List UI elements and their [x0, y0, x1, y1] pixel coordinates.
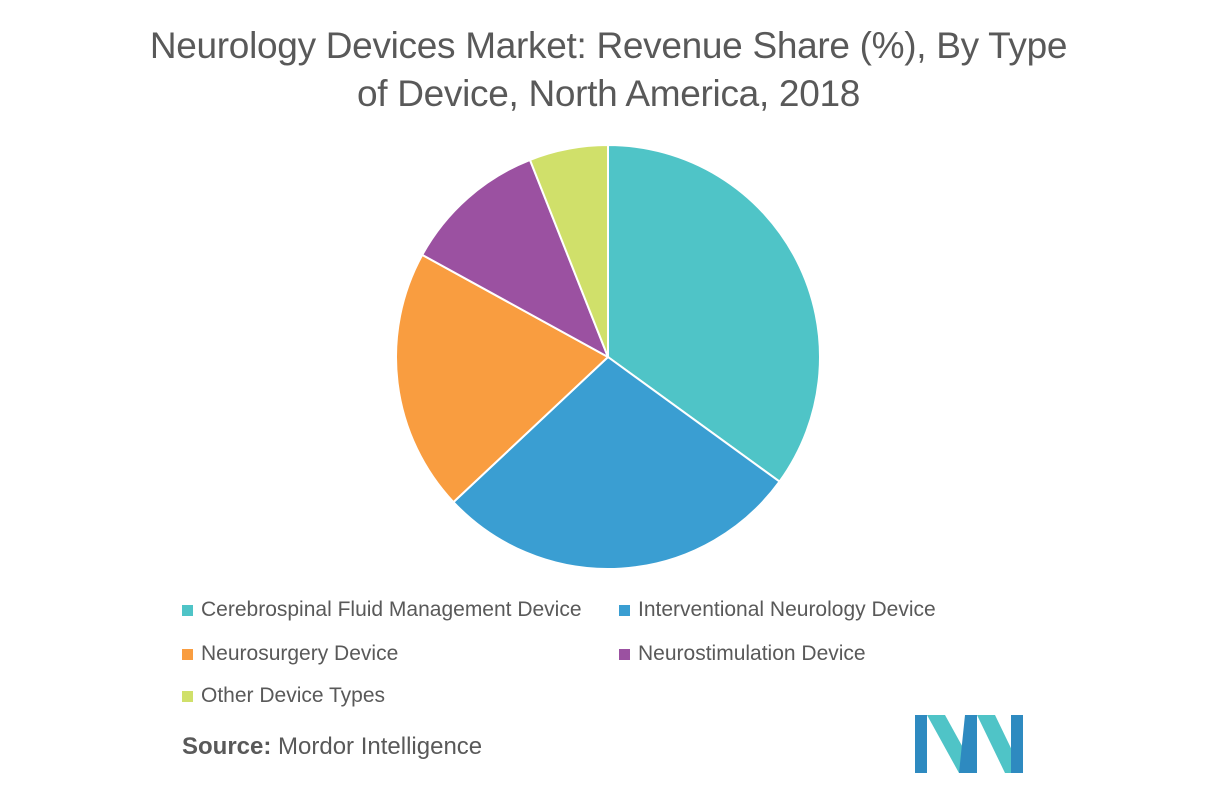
legend-item-neurostimulation: Neurostimulation Device — [619, 642, 866, 666]
legend-swatch — [619, 604, 630, 616]
logo-right-stroke — [1011, 715, 1023, 773]
legend-swatch — [182, 604, 193, 616]
chart-title-line-1: Neurology Devices Market: Revenue Share … — [149, 25, 1068, 66]
legend-label: Other Device Types — [201, 684, 386, 707]
slice-neurosurgery — [395, 253, 610, 504]
source-text: Mordor Intelligence — [271, 733, 483, 760]
slice-interventional — [452, 355, 781, 570]
slice-other — [528, 143, 609, 358]
logo-left-stroke — [915, 715, 927, 773]
chart-title-line-2: of Device, North America, 2018 — [356, 73, 861, 114]
legend-item-cerebrospinal: Cerebrospinal Fluid Management Device — [182, 598, 582, 622]
legend-swatch — [182, 648, 193, 660]
legend-label: Neurosurgery Device — [201, 642, 399, 665]
legend-swatch — [182, 690, 193, 702]
legend-label: Neurostimulation Device — [638, 642, 866, 665]
slice-cerebrospinal — [607, 143, 821, 484]
pie-chart — [395, 143, 821, 570]
legend-swatch — [619, 648, 630, 660]
legend-item-interventional: Interventional Neurology Device — [619, 598, 936, 622]
mordor-intelligence-logo — [915, 715, 1023, 773]
legend-label: Interventional Neurology Device — [638, 598, 936, 621]
source-note: Source: Mordor Intelligence — [182, 733, 482, 761]
slice-neurostimulation — [420, 158, 610, 360]
source-label: Source: — [182, 733, 272, 760]
chart-title: Neurology Devices Market: Revenue Share … — [0, 22, 1217, 118]
legend-item-other: Other Device Types — [182, 684, 385, 708]
legend-label: Cerebrospinal Fluid Management Device — [201, 598, 582, 621]
logo-middle-stroke — [959, 715, 977, 773]
legend-item-neurosurgery: Neurosurgery Device — [182, 642, 398, 666]
